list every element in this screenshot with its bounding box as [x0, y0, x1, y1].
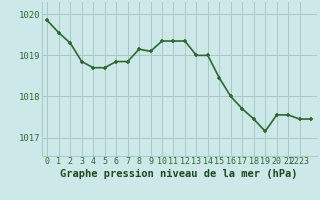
X-axis label: Graphe pression niveau de la mer (hPa): Graphe pression niveau de la mer (hPa)	[60, 169, 298, 179]
